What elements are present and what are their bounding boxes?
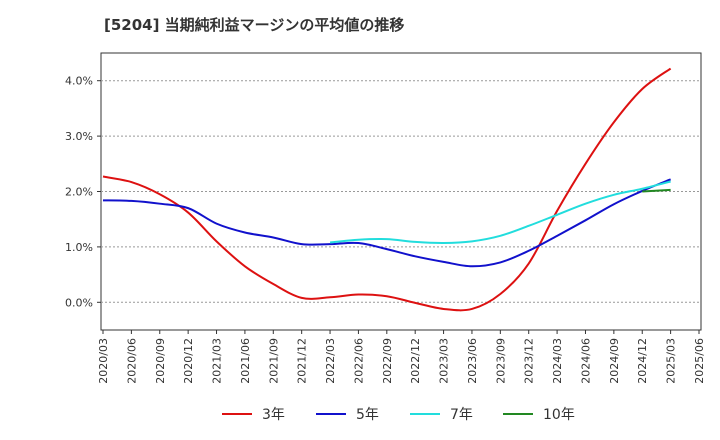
legend-label: 3年 xyxy=(262,407,285,423)
series-lines xyxy=(102,67,672,312)
x-tick-label: 2022/12 xyxy=(409,338,422,384)
x-tick-label: 2021/12 xyxy=(296,338,309,384)
x-tick-label: 2023/06 xyxy=(466,338,479,384)
x-tick-label: 2024/06 xyxy=(579,338,592,384)
series-line-3年 xyxy=(102,67,672,312)
x-tick-label: 2024/09 xyxy=(608,338,621,384)
y-tick-label: 2.0% xyxy=(65,186,93,199)
x-tick-label: 2025/03 xyxy=(665,338,678,384)
x-tick-label: 2021/03 xyxy=(211,338,224,384)
x-tick-label: 2025/06 xyxy=(693,338,706,384)
series-line-10年 xyxy=(642,188,671,193)
x-tick-label: 2022/09 xyxy=(381,338,394,384)
series-line-7年 xyxy=(329,180,671,245)
legend-label: 5年 xyxy=(356,407,379,423)
y-tick-label: 0.0% xyxy=(65,296,93,309)
x-tick-label: 2023/03 xyxy=(438,338,451,384)
x-tick-label: 2021/09 xyxy=(267,338,280,384)
x-axis-ticks: 2020/03 2020/06 2020/09 2020/12 2021/03 2021/… xyxy=(97,330,706,384)
x-tick-label: 2021/06 xyxy=(239,338,252,384)
x-tick-label: 2020/03 xyxy=(97,338,110,384)
y-tick-label: 3.0% xyxy=(65,130,93,143)
x-tick-label: 2022/03 xyxy=(324,338,337,384)
legend-label: 10年 xyxy=(543,407,575,423)
x-tick-label: 2024/03 xyxy=(551,338,564,384)
y-tick-label: 1.0% xyxy=(65,241,93,254)
x-tick-label: 2023/09 xyxy=(494,338,507,384)
x-tick-label: 2022/06 xyxy=(352,338,365,384)
legend: 3年 5年 7年 10年 xyxy=(222,407,575,423)
y-axis-ticks: 0.0% 1.0% 2.0% 3.0% 4.0% xyxy=(65,75,101,309)
grid-lines xyxy=(101,80,701,303)
x-tick-label: 2024/12 xyxy=(636,338,649,384)
x-tick-label: 2020/06 xyxy=(125,338,138,384)
legend-label: 7年 xyxy=(450,407,473,423)
chart-title: [5204] 当期純利益マージンの平均値の推移 xyxy=(104,16,405,34)
x-tick-label: 2020/09 xyxy=(154,338,167,384)
series-line-5年 xyxy=(102,178,671,268)
y-tick-label: 4.0% xyxy=(65,75,93,88)
x-tick-label: 2020/12 xyxy=(182,338,195,384)
x-tick-label: 2023/12 xyxy=(523,338,536,384)
